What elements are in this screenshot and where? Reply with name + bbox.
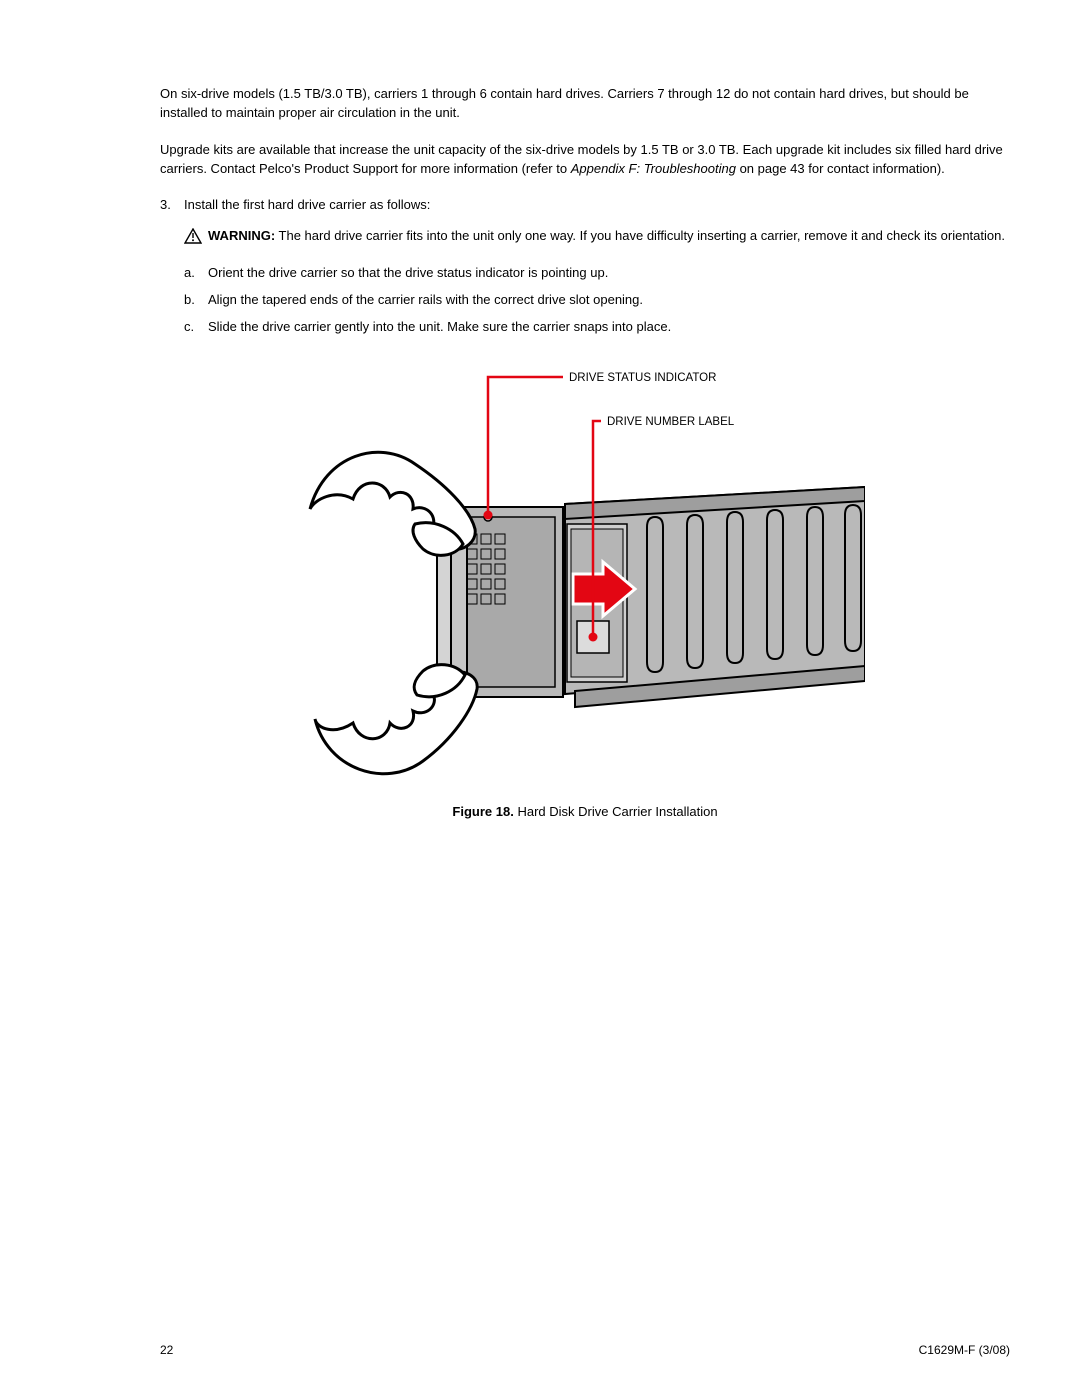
paragraph-2: Upgrade kits are available that increase… [160, 141, 1010, 179]
paragraph-2b: on page 43 for contact information). [736, 161, 945, 176]
paragraph-2-italic: Appendix F: Troubleshooting [571, 161, 736, 176]
document-id: C1629M-F (3/08) [919, 1343, 1010, 1357]
callout-2-text: DRIVE NUMBER LABEL [607, 416, 735, 428]
page-number: 22 [160, 1343, 173, 1357]
substep-letter: b. [184, 291, 208, 310]
paragraph-1: On six-drive models (1.5 TB/3.0 TB), car… [160, 85, 1010, 123]
step-text: Install the first hard drive carrier as … [184, 196, 1010, 215]
callout-1-text: DRIVE STATUS INDICATOR [569, 372, 716, 384]
figure-caption: Figure 18. Hard Disk Drive Carrier Insta… [160, 804, 1010, 819]
figure-illustration: DRIVE STATUS INDICATOR DRIVE NUMBER LABE… [305, 359, 865, 789]
hand-bottom [315, 664, 477, 773]
substep-text: Slide the drive carrier gently into the … [208, 318, 671, 337]
step-3: 3. Install the first hard drive carrier … [160, 196, 1010, 215]
warning-body: The hard drive carrier fits into the uni… [275, 228, 1005, 243]
warning-icon [184, 227, 208, 250]
substep-letter: c. [184, 318, 208, 337]
warning-block: WARNING: The hard drive carrier fits int… [184, 227, 1010, 250]
warning-text: WARNING: The hard drive carrier fits int… [208, 227, 1010, 250]
substep-text: Align the tapered ends of the carrier ra… [208, 291, 643, 310]
figure-caption-text: Hard Disk Drive Carrier Installation [514, 804, 718, 819]
substep-letter: a. [184, 264, 208, 283]
document-page: On six-drive models (1.5 TB/3.0 TB), car… [0, 0, 1080, 1397]
figure-18: DRIVE STATUS INDICATOR DRIVE NUMBER LABE… [160, 359, 1010, 819]
hand-top [310, 452, 475, 555]
page-footer: 22 C1629M-F (3/08) [160, 1343, 1010, 1357]
substep-text: Orient the drive carrier so that the dri… [208, 264, 608, 283]
substep-c: c. Slide the drive carrier gently into t… [184, 318, 1010, 337]
step-number: 3. [160, 196, 184, 215]
figure-caption-bold: Figure 18. [452, 804, 513, 819]
warning-label: WARNING: [208, 228, 275, 243]
substep-b: b. Align the tapered ends of the carrier… [184, 291, 1010, 310]
substep-a: a. Orient the drive carrier so that the … [184, 264, 1010, 283]
